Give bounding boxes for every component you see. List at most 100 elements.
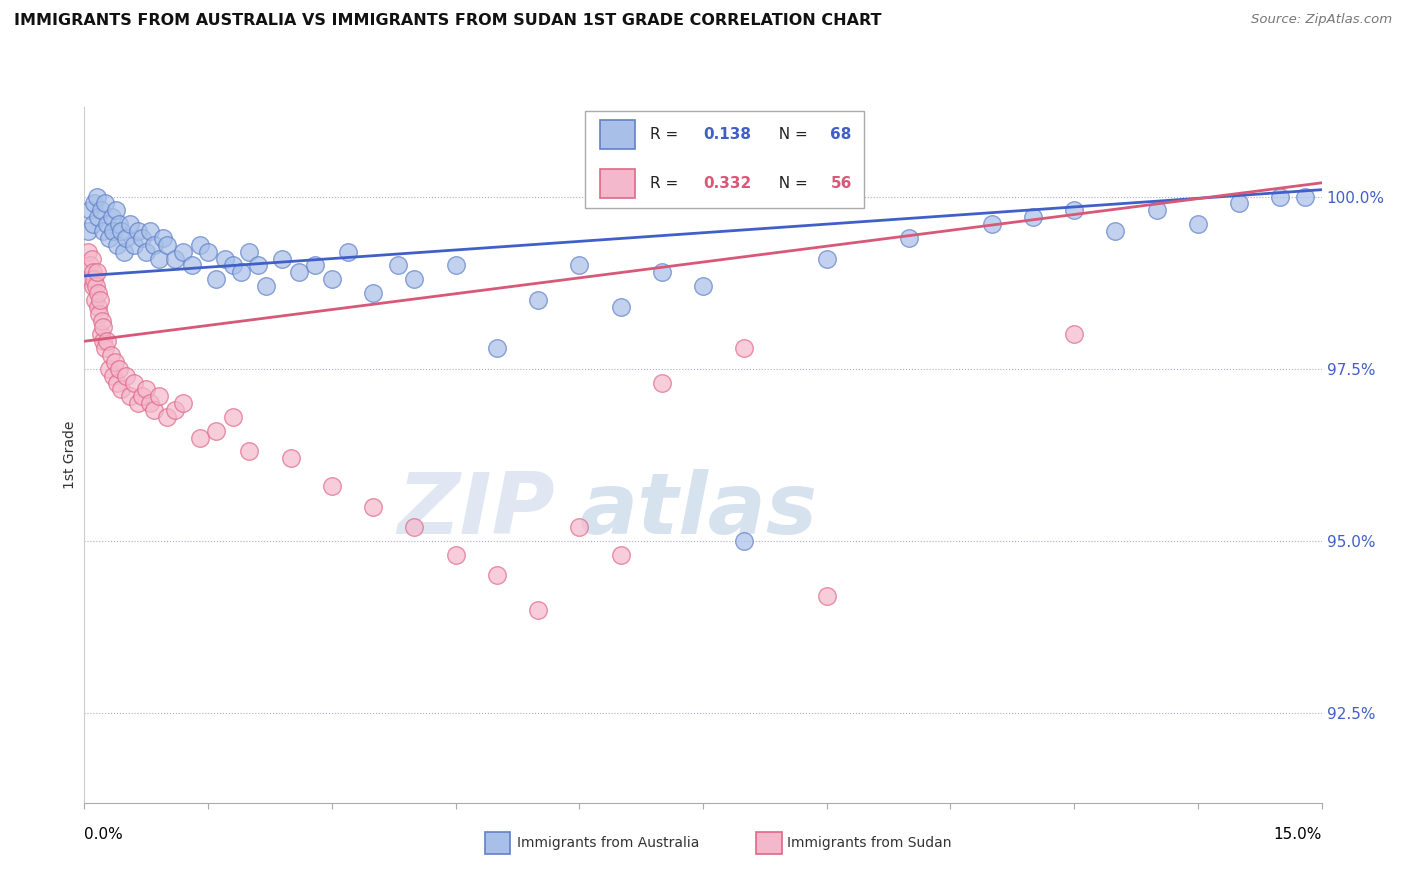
Text: R =: R = [650, 128, 683, 143]
Point [80, 272, 103, 286]
Point [180, 259, 202, 273]
Point [609, 300, 631, 314]
Text: IMMIGRANTS FROM AUSTRALIA VS IMMIGRANTS FROM SUDAN 1ST GRADE CORRELATION CHART: IMMIGRANTS FROM AUSTRALIA VS IMMIGRANTS … [14, 13, 882, 29]
Point [94, 341, 117, 355]
Point [100, 348, 122, 362]
Point [651, 265, 673, 279]
Point [527, 603, 550, 617]
Point [83, 272, 105, 286]
Point [980, 217, 1002, 231]
Point [568, 259, 591, 273]
Point [165, 403, 187, 417]
Point [77, 224, 100, 238]
Point [156, 237, 179, 252]
Point [79, 203, 101, 218]
Point [1063, 203, 1085, 218]
Point [246, 259, 269, 273]
Point [112, 244, 135, 259]
Text: ZIP: ZIP [396, 469, 554, 552]
Point [98, 361, 121, 376]
Point [105, 237, 128, 252]
Text: R =: R = [650, 176, 683, 191]
Point [238, 444, 260, 458]
Point [105, 376, 128, 390]
Point [1227, 196, 1250, 211]
Point [91, 334, 114, 349]
Point [91, 224, 114, 238]
Point [1146, 203, 1168, 218]
Point [568, 520, 591, 534]
Point [127, 224, 149, 238]
Point [188, 237, 211, 252]
Text: 0.0%: 0.0% [84, 827, 124, 842]
Point [527, 293, 550, 307]
Point [87, 211, 110, 225]
Point [254, 279, 277, 293]
Text: 68: 68 [831, 128, 852, 143]
Point [197, 244, 219, 259]
Point [321, 272, 343, 286]
Point [444, 548, 467, 562]
Text: Immigrants from Sudan: Immigrants from Sudan [787, 836, 952, 850]
Point [98, 231, 121, 245]
Point [1270, 189, 1292, 203]
Point [139, 224, 162, 238]
Point [733, 341, 755, 355]
Point [815, 589, 838, 603]
Point [89, 307, 111, 321]
Point [404, 272, 426, 286]
Text: 15.0%: 15.0% [1274, 827, 1322, 842]
Point [1294, 189, 1316, 203]
Point [733, 534, 755, 549]
Text: Source: ZipAtlas.com: Source: ZipAtlas.com [1251, 13, 1392, 27]
Point [82, 279, 104, 293]
Point [108, 217, 131, 231]
Point [114, 368, 136, 383]
Point [651, 376, 673, 390]
Point [152, 231, 174, 245]
Point [444, 259, 467, 273]
Point [692, 279, 714, 293]
Point [222, 410, 245, 425]
Point [205, 272, 228, 286]
Point [118, 389, 141, 403]
Text: atlas: atlas [579, 469, 817, 552]
Point [122, 376, 145, 390]
FancyBboxPatch shape [585, 111, 863, 208]
Point [609, 548, 631, 562]
Point [898, 231, 921, 245]
Point [337, 244, 360, 259]
Point [361, 286, 384, 301]
Point [131, 389, 153, 403]
Point [94, 196, 117, 211]
Point [96, 217, 118, 231]
Point [1022, 211, 1045, 225]
Point [110, 224, 132, 238]
Point [188, 431, 211, 445]
FancyBboxPatch shape [600, 120, 636, 150]
Text: N =: N = [769, 128, 813, 143]
Point [387, 259, 409, 273]
Point [222, 259, 245, 273]
Point [103, 368, 125, 383]
Point [82, 217, 104, 231]
Point [82, 265, 104, 279]
Point [135, 244, 157, 259]
Point [110, 383, 132, 397]
Point [815, 252, 838, 266]
Point [89, 293, 111, 307]
Point [86, 265, 108, 279]
Point [485, 568, 508, 582]
Point [165, 252, 187, 266]
Point [80, 252, 103, 266]
Point [90, 203, 112, 218]
Point [404, 520, 426, 534]
Point [280, 451, 302, 466]
Point [127, 396, 149, 410]
Point [90, 313, 112, 327]
Text: Immigrants from Australia: Immigrants from Australia [517, 836, 700, 850]
Point [143, 403, 166, 417]
Point [271, 252, 294, 266]
Point [103, 224, 125, 238]
Text: N =: N = [769, 176, 813, 191]
